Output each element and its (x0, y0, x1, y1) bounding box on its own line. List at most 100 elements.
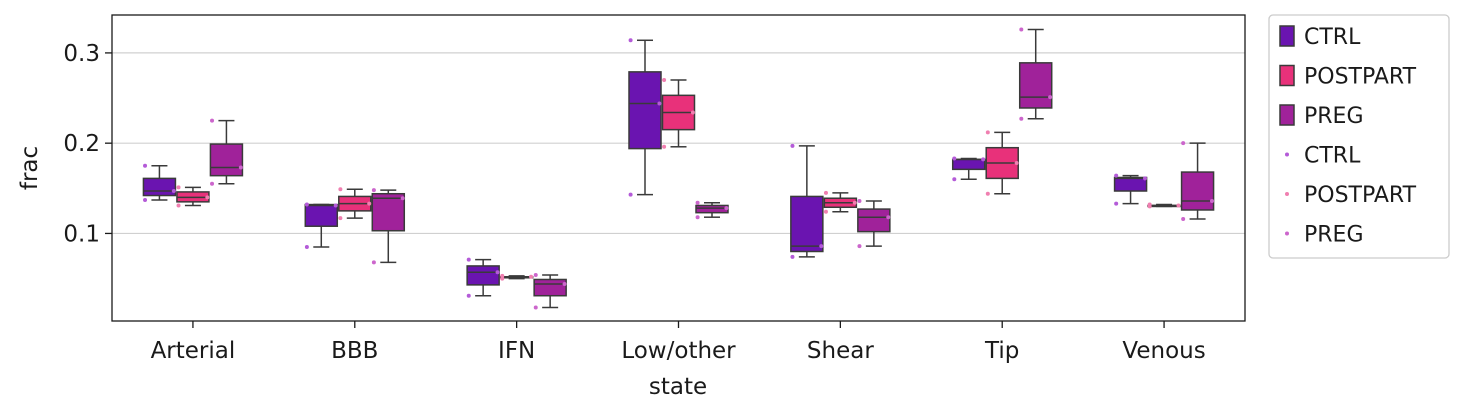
data-point (338, 216, 343, 221)
data-point (952, 156, 957, 161)
data-point (338, 187, 343, 192)
data-point (562, 281, 567, 286)
data-point (952, 177, 957, 182)
data-point (333, 203, 338, 208)
data-point (1019, 27, 1024, 32)
boxes-layer (142, 28, 1215, 309)
box-group (695, 202, 729, 218)
x-tick-label: Tip (984, 338, 1019, 364)
legend-label: POSTPART (1304, 65, 1417, 90)
box-group (661, 79, 696, 148)
data-point (304, 202, 309, 207)
x-tick-label: Low/other (621, 338, 736, 364)
x-tick-label: Venous (1122, 338, 1205, 364)
box (1113, 176, 1148, 192)
box-group (533, 274, 567, 309)
data-point (1142, 176, 1147, 181)
box (533, 278, 567, 297)
y-axis-label: frac (17, 146, 43, 190)
x-tick-label: IFN (498, 338, 535, 364)
box-group (1113, 174, 1148, 205)
box-group (338, 188, 372, 219)
box-group (371, 189, 406, 264)
box-group (985, 131, 1019, 195)
data-point (628, 38, 633, 43)
plot-frame (111, 14, 1246, 322)
data-point (500, 276, 505, 281)
legend: CTRL POSTPART PREG CTRL POSTPART PREG (1268, 14, 1450, 259)
data-point (466, 293, 471, 298)
legend-swatch (1279, 25, 1295, 47)
data-point (400, 196, 405, 201)
box-group (1180, 142, 1215, 220)
box-group (628, 39, 662, 196)
box (951, 158, 986, 171)
legend-label: CTRL (1304, 25, 1361, 50)
data-point (823, 209, 828, 214)
x-axis-label: state (649, 374, 707, 400)
data-point (981, 157, 986, 162)
data-point (371, 260, 376, 265)
data-point (371, 188, 376, 193)
data-point (1147, 204, 1152, 209)
data-point (1114, 173, 1119, 178)
box (628, 71, 662, 150)
data-point (857, 198, 862, 203)
box (142, 177, 177, 197)
legend-label: CTRL (1304, 144, 1361, 169)
data-point (466, 257, 471, 262)
data-point (1014, 161, 1019, 166)
data-point (886, 215, 891, 220)
legend-swatch (1279, 64, 1295, 87)
legend-marker (1285, 231, 1289, 236)
data-point (852, 200, 857, 205)
data-point (533, 305, 538, 310)
y-tick-label: 0.3 (63, 41, 100, 67)
data-point (1114, 201, 1119, 206)
box-group (209, 119, 244, 185)
box (304, 203, 339, 227)
data-point (985, 130, 990, 135)
box (857, 208, 891, 233)
box-group (176, 186, 210, 207)
legend-swatch (1279, 104, 1295, 126)
data-point (628, 192, 633, 197)
data-point (143, 198, 148, 203)
data-point (304, 244, 309, 249)
data-point (790, 254, 795, 259)
box-group (790, 145, 824, 258)
data-point (823, 190, 828, 195)
data-point (176, 185, 181, 190)
legend-marker (1285, 152, 1289, 157)
box-group (304, 203, 339, 248)
box (466, 265, 500, 286)
box (790, 195, 824, 253)
box-group (466, 258, 500, 297)
y-tick-label: 0.2 (63, 131, 100, 157)
x-axis: Arterial BBB IFN Low/other Shear Tip Venous (151, 321, 1206, 364)
data-point (238, 165, 243, 170)
box (1180, 171, 1215, 211)
box (695, 204, 729, 214)
data-point (695, 200, 700, 205)
data-point (1209, 198, 1214, 203)
legend-marker (1285, 192, 1289, 196)
data-point (1048, 95, 1053, 100)
data-point (662, 77, 667, 82)
data-point (819, 244, 824, 249)
data-point (985, 191, 990, 196)
data-point (367, 201, 372, 206)
data-point (205, 195, 210, 200)
box-group (1018, 28, 1053, 120)
data-point (657, 101, 662, 106)
x-tick-label: Arterial (151, 338, 236, 364)
x-tick-label: BBB (331, 338, 378, 364)
data-point (690, 110, 695, 115)
x-tick-label: Shear (807, 338, 874, 364)
data-point (143, 163, 148, 168)
data-point (724, 206, 729, 211)
data-point (495, 270, 500, 275)
data-point (171, 189, 176, 194)
data-point (176, 203, 181, 208)
